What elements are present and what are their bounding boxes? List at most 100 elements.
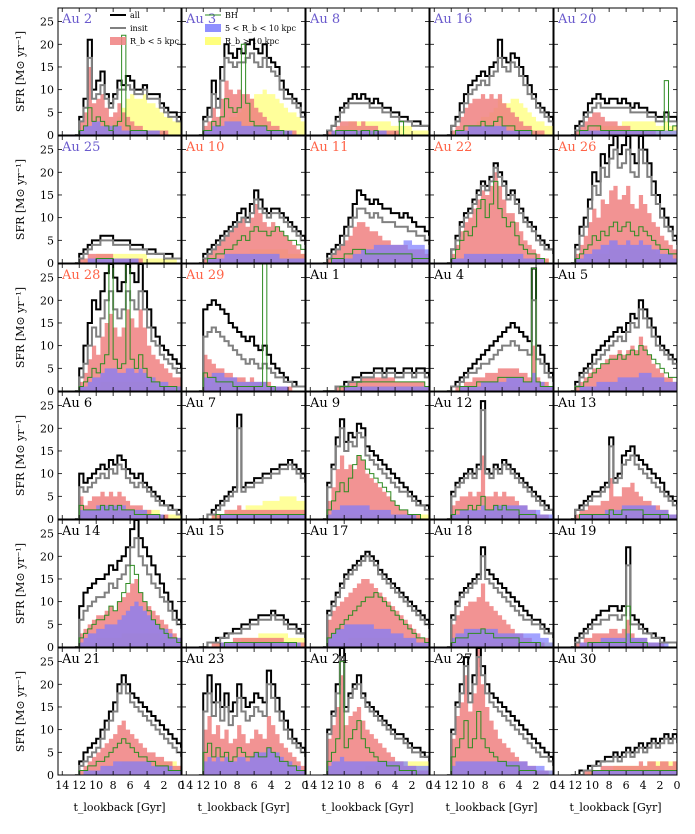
panel-au-13: Au 13: [553, 391, 678, 520]
panel-title: Au 27: [433, 652, 472, 667]
ytick-label: 10: [40, 724, 54, 737]
mid-fill: [322, 240, 429, 263]
bh-line: [198, 641, 305, 647]
bh-line: [446, 628, 553, 647]
panel-frame: [305, 7, 430, 136]
panel-title: Au 2: [61, 12, 92, 27]
mid-fill: [198, 514, 305, 519]
panel-title: Au 7: [185, 396, 216, 411]
all-line: [446, 400, 553, 519]
panel-frame: [553, 391, 678, 520]
panel-au-14: Au 14 0 5 10 15 20 25 SFR [M⊙ yr⁻¹]: [14, 519, 182, 654]
mid-fill: [322, 130, 429, 135]
xtick-label: 8: [482, 779, 489, 792]
panel-frame: [181, 519, 306, 648]
panel-au-9: Au 9: [305, 391, 430, 520]
insitu-line: [322, 555, 429, 647]
ytick-label: 20: [40, 678, 54, 691]
mid-fill: [198, 747, 305, 775]
panel-au-2: Au 2 0 5 10 15 20 25 SFR [M⊙ yr⁻¹]: [14, 7, 182, 142]
inner-fill: [74, 309, 181, 391]
xtick-label: 2: [533, 779, 540, 792]
ytick-label: 10: [40, 596, 54, 609]
insitu-line: [570, 308, 677, 391]
panel-title: Au 16: [433, 12, 472, 27]
mid-fill: [74, 258, 181, 263]
bh-line: [570, 345, 677, 391]
insitu-line: [74, 239, 181, 263]
panel-au-22: Au 22: [429, 135, 554, 264]
ytick-label: 10: [40, 84, 54, 97]
mid-fill: [74, 601, 181, 647]
inner-fill: [446, 345, 553, 391]
ytick-label: 20: [40, 422, 54, 435]
xtick-label: 14: [551, 779, 565, 792]
panel-title: Au 25: [61, 140, 100, 155]
ytick-label: 10: [40, 212, 54, 225]
ytick-label: 0: [47, 641, 54, 654]
bh-line: [198, 43, 305, 135]
panel-frame: [57, 135, 182, 264]
xtick-label: 8: [234, 779, 241, 792]
ytick-label: 5: [47, 362, 54, 375]
panel-au-7: Au 7: [181, 391, 306, 520]
insitu-line: [74, 290, 181, 391]
x-axis-label: t_lookback [Gyr]: [569, 801, 661, 814]
inner-fill: [446, 455, 553, 519]
y-axis-label: SFR [M⊙ yr⁻¹]: [14, 159, 27, 240]
mid-fill: [322, 505, 429, 519]
inner-fill: [74, 66, 181, 135]
xtick-label: 4: [516, 779, 523, 792]
x-axis-label: t_lookback [Gyr]: [445, 801, 537, 814]
inner-fill: [570, 112, 677, 135]
bh-line: [322, 381, 429, 391]
panel-frame: [181, 263, 306, 392]
y-axis-label: SFR [M⊙ yr⁻¹]: [14, 415, 27, 496]
ytick-label: 15: [40, 573, 54, 586]
panel-frame: [553, 263, 678, 392]
ytick-label: 25: [40, 144, 54, 157]
all-line: [570, 436, 677, 519]
panel-title: Au 28: [61, 268, 100, 283]
insitu-line: [446, 166, 553, 263]
bh-line: [570, 80, 677, 135]
xtick-label: 6: [375, 779, 382, 792]
panel-title: Au 23: [185, 652, 224, 667]
bh-line: [322, 455, 429, 519]
panel-frame: [57, 519, 182, 648]
bh-line: [322, 120, 429, 135]
panel-title: Au 20: [557, 12, 596, 27]
all-line: [446, 546, 553, 647]
panel-title: Au 30: [557, 652, 596, 667]
ytick-label: 25: [40, 528, 54, 541]
insitu-line: [198, 614, 305, 647]
xtick-label: 2: [409, 779, 416, 792]
panel-frame: [553, 647, 678, 776]
inner-fill: [446, 94, 553, 135]
panel-au-18: Au 18: [429, 519, 554, 648]
inner-fill: [198, 80, 305, 135]
xtick-label: 12: [72, 779, 86, 792]
legend-label: 5 < R_b < 10 kpc: [225, 24, 297, 33]
panel-title: Au 17: [309, 524, 348, 539]
bh-line: [446, 180, 553, 263]
panel-title: Au 8: [309, 12, 340, 27]
ytick-label: 0: [47, 257, 54, 270]
insitu-line: [198, 326, 305, 391]
xtick-label: 10: [461, 779, 475, 792]
panel-frame: [429, 263, 554, 392]
xtick-label: 0: [674, 779, 681, 792]
xtick-label: 6: [251, 779, 258, 792]
panel-title: Au 11: [309, 140, 348, 155]
bh-line: [74, 34, 181, 135]
mid-fill: [74, 505, 181, 519]
legend-label: BH: [225, 11, 238, 20]
bh-line: [74, 504, 181, 519]
mid-fill: [446, 253, 553, 263]
mid-fill: [570, 130, 677, 135]
all-line: [322, 418, 429, 519]
insitu-line: [570, 148, 677, 263]
bh-line: [570, 605, 677, 647]
panel-frame: [305, 519, 430, 648]
